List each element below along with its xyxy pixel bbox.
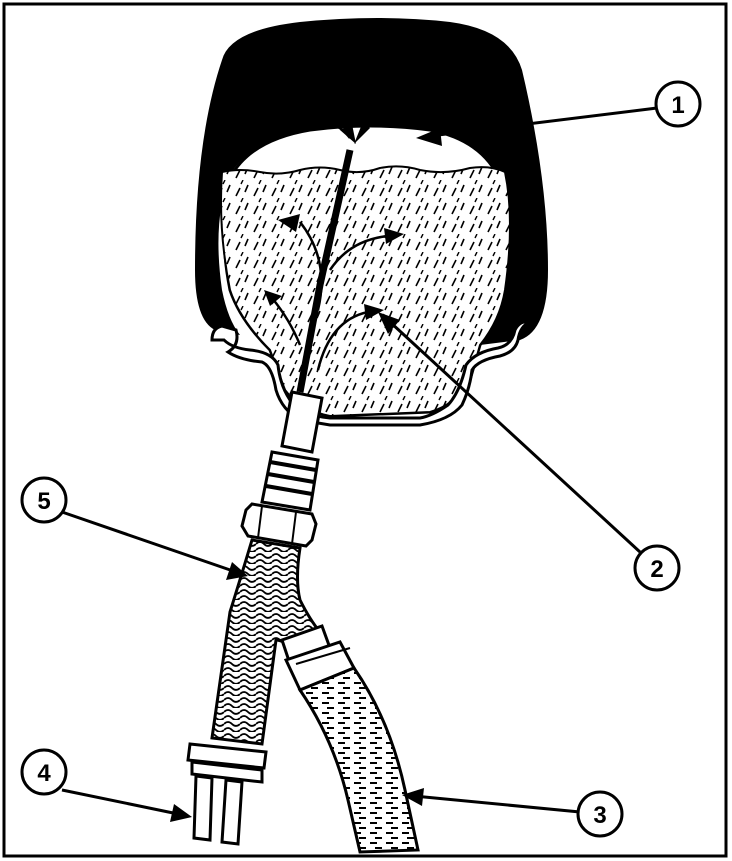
tire-outer xyxy=(195,18,548,345)
callout-2: 2 xyxy=(633,544,681,592)
arrowhead-icon xyxy=(278,214,300,232)
arrowhead-icon xyxy=(340,124,356,144)
callout-3: 3 xyxy=(576,790,624,838)
hose-coupling xyxy=(280,624,357,692)
probe-tube xyxy=(296,149,354,393)
arrowhead-icon xyxy=(384,228,404,244)
callout-3-label: 3 xyxy=(593,802,606,829)
callout-4-label: 4 xyxy=(37,760,51,787)
hex-nut xyxy=(240,502,318,548)
arrowhead-icon xyxy=(364,304,384,320)
callout-1-label: 1 xyxy=(671,92,684,119)
tube-collar xyxy=(186,742,268,784)
arrowhead-icon xyxy=(416,128,442,146)
leader-lines xyxy=(61,106,658,822)
arrowhead-icon xyxy=(226,562,248,580)
valve-stem xyxy=(280,390,324,454)
callout-4: 4 xyxy=(20,748,68,796)
flow-arrow xyxy=(316,310,369,371)
callout-5-label: 5 xyxy=(37,488,50,515)
water-hose xyxy=(297,666,420,854)
arrowhead-icon xyxy=(354,124,370,144)
callout-1: 1 xyxy=(654,80,702,128)
flow-arrow xyxy=(299,221,323,311)
arrowhead-icon xyxy=(170,804,192,822)
callout-2-label: 2 xyxy=(650,556,663,583)
arrowhead-icon xyxy=(402,788,424,806)
pressure-tubes xyxy=(192,774,244,846)
arrowhead-icon xyxy=(264,290,282,306)
callout-5: 5 xyxy=(20,476,68,524)
flow-arrow xyxy=(328,234,389,271)
threaded-coupling xyxy=(260,450,320,512)
arrowhead-icon xyxy=(378,312,400,334)
